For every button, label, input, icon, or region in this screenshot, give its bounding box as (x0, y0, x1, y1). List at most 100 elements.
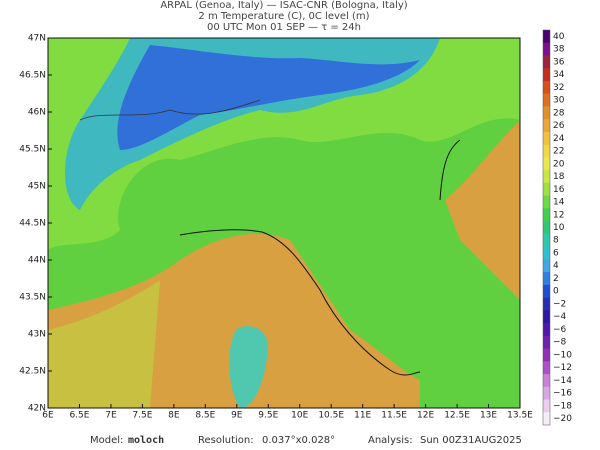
colorbar-swatch (543, 348, 550, 362)
axis-labels: 47N 46.5N 46N 45.5N 45N 44.5N 44N 43.5N 43N 42.5N… (19, 34, 533, 421)
colorbar-label: 6 (553, 248, 559, 258)
colorbar-label: 28 (553, 108, 565, 118)
colorbar-label: 20 (553, 159, 565, 169)
lon-label: 13.5E (507, 411, 533, 421)
colorbar-label: −6 (553, 325, 567, 335)
colorbar-label: 14 (553, 198, 565, 208)
lat-label: 43N (28, 330, 46, 340)
colorbar-label: 12 (553, 210, 564, 220)
lon-label: 6E (42, 411, 54, 421)
lat-label: 44.5N (19, 219, 46, 229)
colorbar-label: 22 (553, 147, 564, 157)
colorbar-swatch (543, 144, 550, 158)
lat-label: 45N (28, 182, 46, 192)
colorbar-label: −20 (553, 414, 572, 424)
lat-label: 47N (28, 34, 46, 44)
colorbar-label: −14 (553, 376, 572, 386)
lon-label: 13E (480, 411, 497, 421)
title-line: ARPAL (Genoa, Italy) — ISAC-CNR (Bologna… (160, 0, 407, 11)
colorbar-swatch (543, 412, 550, 426)
lat-label: 46N (28, 108, 46, 118)
lat-label: 42N (28, 404, 46, 414)
colorbar-label: 38 (553, 45, 565, 55)
colorbar-swatch (543, 182, 550, 197)
colorbar-swatch (543, 157, 550, 171)
colorbar-swatch (543, 195, 550, 209)
colorbar-swatch (543, 310, 550, 324)
colorbar-swatch (543, 259, 550, 273)
colorbar-swatch (543, 93, 550, 107)
colorbar-label: 8 (553, 236, 559, 246)
colorbar-label: 32 (553, 83, 564, 93)
lon-label: 8E (168, 411, 180, 421)
colorbar-label: 18 (553, 172, 565, 182)
lat-label: 42.5N (19, 367, 46, 377)
colorbar-label: −4 (553, 312, 567, 322)
map-area (47, 37, 521, 409)
colorbar-swatch (543, 119, 550, 133)
lon-label: 8.5E (195, 411, 215, 421)
lon-label: 7.5E (132, 411, 152, 421)
footer-label: Analysis: (368, 435, 413, 446)
colorbar-label: 0 (553, 287, 559, 297)
colorbar-swatch (543, 246, 550, 260)
colorbar-swatch (543, 208, 550, 222)
colorbar-swatch (543, 42, 550, 56)
colorbar-swatch (543, 323, 550, 337)
colorbar-swatch (543, 374, 550, 388)
footer-value: Sun 00Z31AUG2025 (420, 435, 522, 446)
colorbar-label: −16 (553, 389, 572, 399)
colorbar-swatch (543, 297, 550, 311)
colorbar-label: −18 (553, 401, 572, 411)
lon-label: 11.5E (381, 411, 407, 421)
lat-label: 44N (28, 256, 46, 266)
colorbar-swatch (543, 80, 550, 95)
colorbar-swatch (543, 272, 550, 286)
lon-label: 6.5E (69, 411, 89, 421)
colorbar-label: 40 (553, 32, 565, 42)
colorbar-swatch (543, 399, 550, 413)
colorbar-swatch (543, 131, 550, 146)
footer-label: Resolution: (198, 435, 254, 446)
lon-label: 11E (354, 411, 371, 421)
footer-label: Model: (90, 435, 123, 446)
lon-label: 9E (231, 411, 243, 421)
lat-label: 43.5N (19, 293, 46, 303)
colorbar-label: 2 (553, 274, 559, 284)
colorbar-label: −10 (553, 350, 572, 360)
colorbar-swatch (543, 233, 550, 248)
colorbar-swatch (543, 68, 550, 82)
lon-label: 12E (417, 411, 434, 421)
colorbar-swatch (543, 30, 550, 44)
colorbar-swatch (543, 335, 550, 350)
colorbar-label: −12 (553, 363, 572, 373)
colorbar-label: 30 (553, 96, 565, 106)
lon-label: 12.5E (444, 411, 470, 421)
lon-label: 10E (291, 411, 308, 421)
colorbar-label: 26 (553, 121, 565, 131)
colorbar-swatch (543, 170, 550, 184)
footer-value: 0.037°x0.028° (262, 435, 335, 446)
colorbar-swatch (543, 361, 550, 375)
lon-label: 7E (105, 411, 117, 421)
colorbar-swatch (543, 284, 550, 299)
colorbar-label: 4 (553, 261, 559, 271)
colorbar-label: −8 (553, 338, 567, 348)
title-line: 2 m Temperature (C), 0C level (m) (198, 11, 369, 22)
lat-label: 46.5N (19, 71, 46, 81)
colorbar-label: 16 (553, 185, 565, 195)
colorbar-swatch (543, 386, 550, 401)
colorbar-frame (542, 29, 551, 426)
lat-label: 45.5N (19, 145, 46, 155)
footer-value: moloch (128, 435, 164, 446)
colorbar-label: 36 (553, 57, 565, 67)
colorbar-label: 24 (553, 134, 565, 144)
colorbar-swatch (543, 221, 550, 235)
lon-label: 9.5E (258, 411, 278, 421)
colorbar: 4038363432302826242220181614121086420−2−… (542, 29, 572, 426)
colorbar-label: 34 (553, 70, 565, 80)
colorbar-label: −2 (553, 299, 566, 309)
colorbar-swatch (543, 55, 550, 69)
colorbar-swatch (543, 106, 550, 120)
